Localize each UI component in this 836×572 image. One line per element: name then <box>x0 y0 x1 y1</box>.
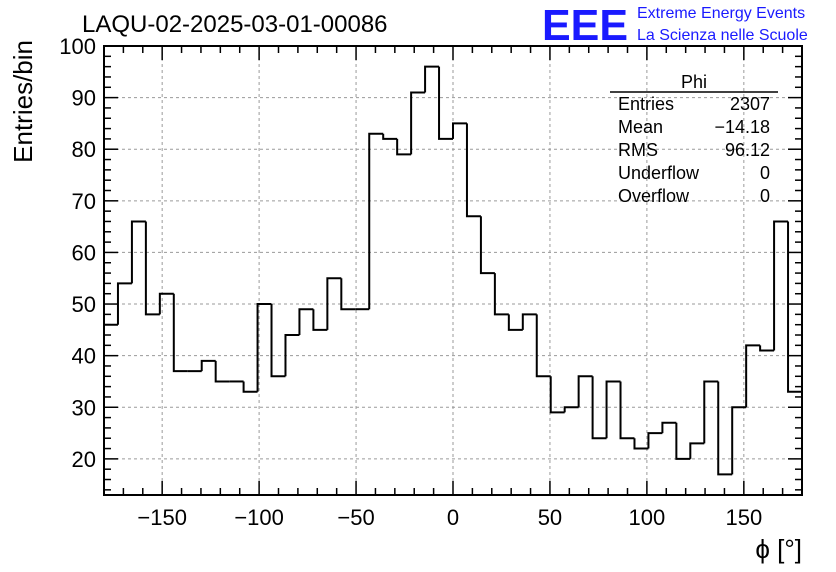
stats-row-label: RMS <box>618 140 658 160</box>
stats-row-value: 96.12 <box>725 140 770 160</box>
histogram-bin <box>479 216 495 275</box>
histogram-bin <box>158 292 174 315</box>
histogram-bin <box>144 221 160 316</box>
histogram-bin <box>298 308 314 336</box>
x-tick-label: 100 <box>629 505 666 530</box>
histogram-bin <box>535 314 551 378</box>
stats-row-value: 0 <box>760 186 770 206</box>
x-axis-label: ϕ [°] <box>755 534 802 564</box>
grid-lines <box>104 45 802 495</box>
histogram-bin <box>256 303 272 392</box>
eee-logo: EEE Extreme Energy Events La Scienza nel… <box>542 1 808 50</box>
histogram-bin <box>312 309 328 331</box>
stats-row-value: −14.18 <box>714 117 770 137</box>
histogram-bin <box>731 406 747 475</box>
logo-line-1: Extreme Energy Events <box>637 5 805 22</box>
histogram-bin <box>689 442 705 459</box>
histogram-bin <box>368 132 384 310</box>
x-tick-label: 50 <box>538 505 562 530</box>
y-tick-label: 50 <box>72 292 96 317</box>
histogram-bin <box>717 381 733 476</box>
y-tick-label: 30 <box>72 395 96 420</box>
axis-ticks <box>103 45 803 495</box>
histogram-bin <box>438 66 453 140</box>
histogram-bin <box>703 380 719 444</box>
x-tick-label: −150 <box>137 505 187 530</box>
histogram-bin <box>661 421 677 434</box>
y-tick-label: 40 <box>72 344 96 369</box>
x-tick-label: 150 <box>725 505 762 530</box>
histogram-bin <box>647 432 663 449</box>
x-tick-label: 0 <box>447 505 459 530</box>
histogram-bin <box>605 380 621 439</box>
histogram-bin <box>382 133 398 140</box>
logo-mark: EEE <box>542 1 628 50</box>
y-axis-label: Entries/bin <box>8 40 38 163</box>
histogram-bin <box>242 381 258 393</box>
histogram-bin <box>452 122 467 139</box>
histogram-bin <box>214 360 230 383</box>
chart-title: LAQU-02-2025-03-01-00086 <box>82 11 388 38</box>
histogram-bin <box>619 381 635 440</box>
histogram-bin <box>424 65 440 93</box>
histogram-bin <box>549 376 565 414</box>
stats-title: Phi <box>681 72 707 92</box>
stats-row-label: Mean <box>618 117 663 137</box>
y-tick-label: 90 <box>72 86 96 111</box>
x-tick-label: −50 <box>337 505 374 530</box>
histogram-bin <box>745 344 761 408</box>
histogram-bin <box>340 278 356 311</box>
histogram-bin <box>521 313 537 330</box>
histogram-bin <box>200 359 216 372</box>
stats-row-label: Overflow <box>618 186 690 206</box>
stats-row-value: 0 <box>760 163 770 183</box>
histogram-bin <box>465 123 481 218</box>
histogram-bin <box>270 304 286 378</box>
histogram-bin <box>591 376 607 440</box>
y-tick-label: 100 <box>59 34 96 59</box>
histogram-bin <box>563 406 579 413</box>
tick-labels: −150 −100 −50 0 50 100 150 20 30 40 50 60 70 80 90 100 <box>59 34 762 530</box>
histogram-bin <box>326 277 342 330</box>
y-tick-label: 20 <box>72 447 96 472</box>
histogram-bin <box>773 220 789 351</box>
histogram-bin <box>284 334 300 377</box>
histogram-bin <box>633 438 649 450</box>
stats-row-value: 2307 <box>730 94 770 114</box>
logo-line-2: La Scienza nelle Scuole <box>637 27 808 44</box>
histogram-bin <box>577 375 593 408</box>
histogram-bin <box>507 314 523 331</box>
y-tick-label: 60 <box>72 240 96 265</box>
x-tick-label: −100 <box>234 505 284 530</box>
histogram-bin <box>130 220 146 284</box>
histogram-bin <box>172 293 188 373</box>
histogram-bin <box>675 422 691 460</box>
histogram-bin <box>493 273 509 316</box>
histogram-bin <box>116 282 132 325</box>
histogram-bin <box>410 91 426 155</box>
stats-row-label: Entries <box>618 94 674 114</box>
stats-box: Phi Entries 2307 Mean −14.18 RMS 96.12 Underfl… <box>610 72 778 206</box>
histogram-bin <box>396 138 412 156</box>
y-tick-label: 70 <box>72 189 96 214</box>
histogram-bin <box>759 345 775 352</box>
y-tick-label: 80 <box>72 137 96 162</box>
stats-row-label: Underflow <box>618 163 700 183</box>
